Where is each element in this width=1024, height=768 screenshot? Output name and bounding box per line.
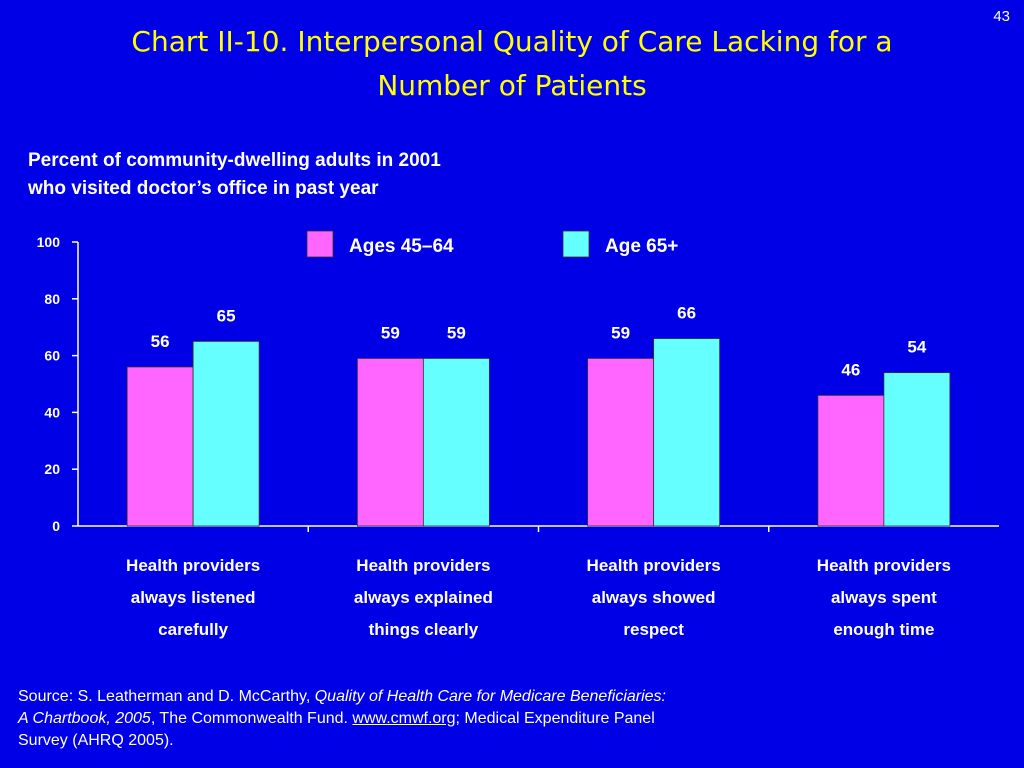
data-label: 59 bbox=[381, 323, 400, 342]
x-tick-label: Health providers bbox=[817, 556, 951, 575]
bar bbox=[192, 340, 260, 527]
x-tick-label: Health providers bbox=[126, 556, 260, 575]
y-tick-label: 60 bbox=[44, 348, 60, 364]
y-tick-label: 20 bbox=[44, 461, 60, 477]
data-label: 46 bbox=[841, 360, 860, 379]
y-tick-label: 80 bbox=[44, 291, 60, 307]
data-label: 56 bbox=[151, 332, 170, 351]
slide-title: Chart II-10. Interpersonal Quality of Ca… bbox=[40, 20, 984, 108]
source-mid: , The Commonwealth Fund. bbox=[150, 710, 353, 727]
bar bbox=[883, 372, 951, 527]
bar bbox=[356, 358, 424, 527]
bar bbox=[817, 394, 885, 527]
bar bbox=[653, 338, 721, 527]
bar bbox=[422, 358, 490, 527]
y-tick-label: 40 bbox=[44, 404, 60, 420]
y-tick-label: 0 bbox=[52, 518, 60, 534]
x-tick-label: always spent bbox=[831, 588, 937, 607]
subtitle-line-1: Percent of community-dwelling adults in … bbox=[28, 150, 441, 171]
legend-label: Ages 45–64 bbox=[349, 236, 454, 257]
source-book-title-2: A Chartbook, 2005 bbox=[18, 710, 151, 727]
bar bbox=[126, 366, 194, 527]
source-link[interactable]: www.cmwf.org bbox=[352, 710, 456, 727]
data-label: 66 bbox=[677, 304, 696, 323]
x-tick-label: always explained bbox=[354, 588, 493, 607]
x-tick-label: enough time bbox=[833, 620, 934, 639]
source-line-3: Survey (AHRQ 2005). bbox=[18, 732, 174, 749]
source-note: Source: S. Leatherman and D. McCarthy, Q… bbox=[18, 686, 898, 752]
x-tick-label: respect bbox=[623, 620, 684, 639]
x-tick-label: Health providers bbox=[587, 556, 721, 575]
data-label: 65 bbox=[217, 306, 236, 325]
chart-subtitle: Percent of community-dwelling adults in … bbox=[28, 147, 648, 203]
data-label: 59 bbox=[611, 323, 630, 342]
source-suffix: ; Medical Expenditure Panel bbox=[455, 710, 655, 727]
x-tick-label: carefully bbox=[158, 620, 228, 639]
bar-chart: 0 20 40 60 80 100 56 65 Health providers always l… bbox=[37, 230, 999, 639]
slide-title-line-2: Number of Patients bbox=[377, 69, 647, 102]
slide-title-line-1: Chart II-10. Interpersonal Quality of Ca… bbox=[131, 25, 893, 58]
source-book-title-1: Quality of Health Care for Medicare Bene… bbox=[314, 688, 666, 705]
data-label: 59 bbox=[447, 323, 466, 342]
legend-swatch bbox=[562, 230, 590, 258]
slide-number: 43 bbox=[993, 8, 1010, 25]
y-tick-label: 100 bbox=[37, 234, 61, 250]
x-tick-label: always listened bbox=[131, 588, 256, 607]
legend-swatch bbox=[306, 230, 334, 258]
data-label: 54 bbox=[907, 338, 926, 357]
subtitle-line-2: who visited doctor’s office in past year bbox=[28, 178, 379, 199]
source-prefix: Source: S. Leatherman and D. McCarthy, bbox=[18, 688, 315, 705]
bar bbox=[587, 358, 655, 527]
x-tick-label: always showed bbox=[592, 588, 716, 607]
x-tick-label: Health providers bbox=[356, 556, 490, 575]
legend-label: Age 65+ bbox=[605, 236, 678, 257]
x-tick-label: things clearly bbox=[369, 620, 479, 639]
